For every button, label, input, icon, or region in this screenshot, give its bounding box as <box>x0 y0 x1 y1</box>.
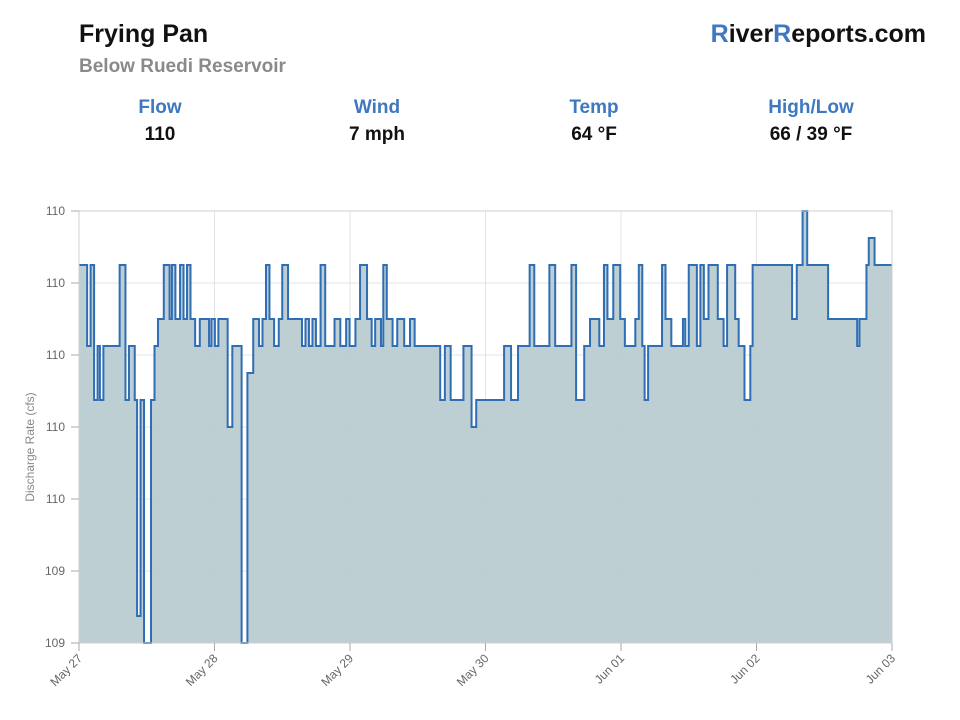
stat-flow: Flow 110 <box>80 96 240 150</box>
brand-r2: R <box>773 20 792 48</box>
stat-wind-label: Wind <box>353 97 401 118</box>
x-tick-label: May 28 <box>183 651 221 689</box>
brand-part1: iver <box>728 20 774 48</box>
y-tick-label: 110 <box>46 348 65 362</box>
x-tick-label: Jun 02 <box>727 651 763 687</box>
stat-temp-value: 64 °F <box>571 124 617 145</box>
brand-logo[interactable]: RiverReports.com <box>711 20 926 49</box>
stat-temp: Temp 64 °F <box>514 96 674 150</box>
stat-temp-label: Temp <box>569 97 619 118</box>
x-tick-label: May 30 <box>454 651 492 689</box>
river-subtitle: Below Ruedi Reservoir <box>79 56 286 77</box>
brand-r1: R <box>710 20 729 48</box>
brand-part2: eports.com <box>791 20 926 48</box>
stat-highlow-label: High/Low <box>768 97 854 118</box>
y-tick-label: 109 <box>45 564 65 578</box>
x-tick-label: Jun 03 <box>863 651 899 687</box>
y-tick-label: 110 <box>46 204 65 218</box>
stat-wind: Wind 7 mph <box>297 96 457 150</box>
y-tick-label: 110 <box>46 492 65 506</box>
x-tick-label: May 29 <box>318 651 356 689</box>
stat-highlow-value: 66 / 39 °F <box>769 124 853 145</box>
y-tick-label: 109 <box>45 636 65 650</box>
discharge-chart: 110 110 110 110 110 109 109 May 27 May 28 May 29… <box>23 204 898 689</box>
y-axis-ticks: 110 110 110 110 110 109 109 <box>45 204 79 650</box>
x-tick-label: May 27 <box>47 651 85 689</box>
discharge-line <box>79 210 892 644</box>
x-axis-ticks: May 27 May 28 May 29 May 30 Jun 01 Jun 02 Jun … <box>47 643 898 689</box>
stat-wind-value: 7 mph <box>349 124 405 145</box>
river-title: Frying Pan <box>79 20 209 48</box>
stat-flow-label: Flow <box>138 97 182 118</box>
stat-flow-value: 110 <box>144 124 176 145</box>
x-tick-label: Jun 01 <box>592 651 628 687</box>
y-tick-label: 110 <box>46 276 65 290</box>
y-axis-label: Discharge Rate (cfs) <box>23 392 37 501</box>
stat-highlow: High/Low 66 / 39 °F <box>731 96 891 150</box>
y-tick-label: 110 <box>46 420 65 434</box>
